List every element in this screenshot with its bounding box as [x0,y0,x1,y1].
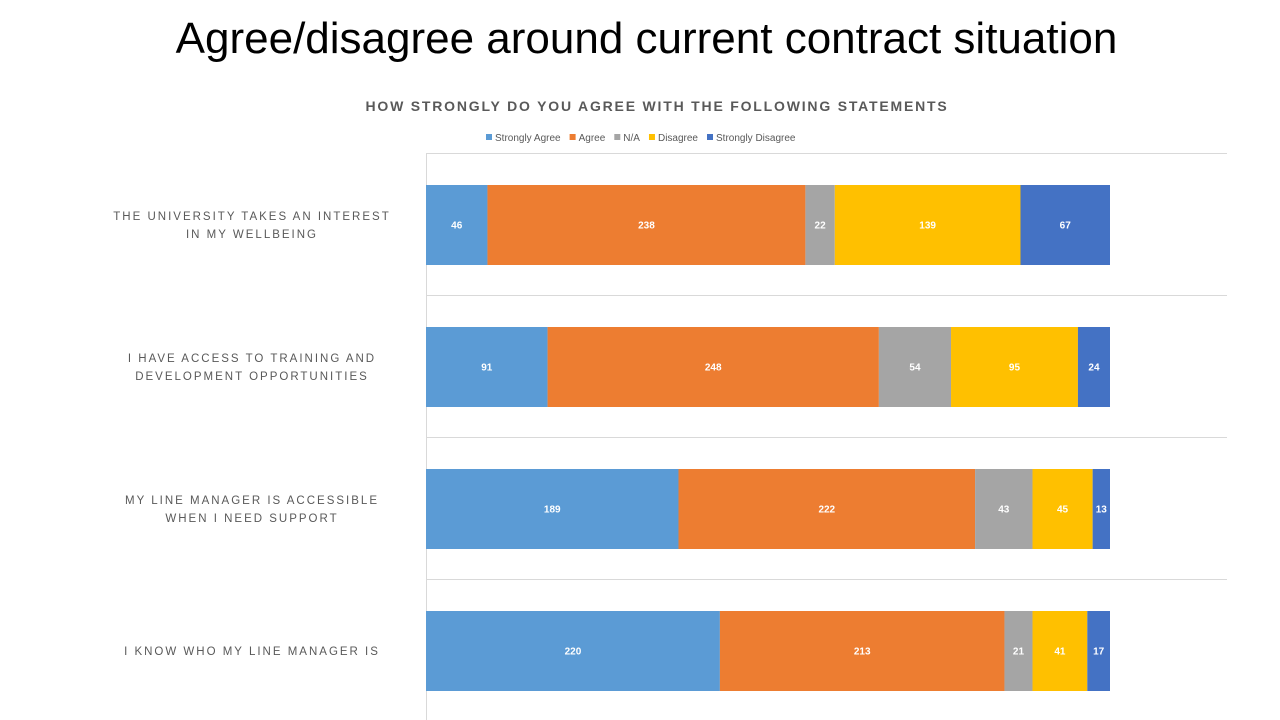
data-label: 43 [998,505,1010,516]
bar-agree-3 [678,469,976,549]
legend-swatch-agree [569,134,576,140]
legend-label-disagree: Disagree [658,133,698,144]
data-label: 248 [705,363,722,374]
bar-n-a-2 [878,327,952,407]
bar-agree-2 [547,327,879,407]
bar-strongly-disagree-1 [1020,185,1110,265]
data-label: 220 [565,647,582,658]
category-label-3: MY LINE MANAGER IS ACCESSIBLE WHEN I NEED… [125,495,379,525]
legend-label-agree: Agree [579,133,606,144]
plot-area: 46 238 22 139 67 91 248 54 95 24 189 222 43 45 13 220 21… [426,153,1227,720]
category-label-1: THE UNIVERSITY TAKES AN INTEREST IN MY WE… [113,211,390,241]
bar-strongly-agree-2 [426,327,548,407]
bar-strongly-agree-1 [426,185,488,265]
category-label-4: I KNOW WHO MY LINE MANAGER IS [124,646,380,658]
data-label: 189 [544,505,561,516]
category-label-2: I HAVE ACCESS TO TRAINING AND DEVELOPMENT… [128,353,376,383]
legend-swatch-strongly-agree [486,134,492,140]
data-label: 13 [1096,505,1108,516]
slide-title: Agree/disagree around current contract s… [175,14,1118,63]
bar-strongly-agree-3 [426,469,679,549]
category-labels: THE UNIVERSITY TAKES AN INTEREST IN MY WE… [113,211,390,658]
data-label: 139 [919,221,936,232]
legend-label-n-a: N/A [623,133,640,144]
legend-swatch-disagree [648,134,655,140]
bar-strongly-disagree-2 [1077,327,1110,407]
legend-label-strongly-agree: Strongly Agree [495,133,561,144]
data-label: 45 [1057,505,1069,516]
data-label: 54 [909,363,921,374]
data-label: 21 [1013,647,1025,658]
data-label: 41 [1054,647,1066,658]
legend-swatch-strongly-disagree [707,134,713,140]
bar-n-a-3 [975,469,1033,549]
bar-n-a-4 [1004,611,1033,691]
legend-label-strongly-disagree: Strongly Disagree [716,133,796,144]
bar-disagree-1 [834,185,1021,265]
data-label: 22 [815,221,827,232]
data-label: 95 [1009,363,1021,374]
data-label: 67 [1060,221,1072,232]
bar-strongly-disagree-4 [1087,611,1110,691]
bar-agree-1 [487,185,806,265]
bar-strongly-disagree-3 [1092,469,1110,549]
bar-n-a-1 [805,185,835,265]
legend-swatch-n-a [614,134,621,140]
data-label: 222 [818,505,835,516]
bar-disagree-3 [1032,469,1093,549]
data-label: 91 [481,363,493,374]
chart-legend: Strongly Agree Agree N/A Disagree Strongly D… [486,133,796,144]
chart-title: HOW STRONGLY DO YOU AGREE WITH THE FOLLO… [365,98,948,114]
bar-disagree-4 [1032,611,1088,691]
data-label: 213 [854,647,871,658]
bar-disagree-2 [951,327,1078,407]
data-label: 238 [638,221,655,232]
data-label: 46 [451,221,463,232]
bar-agree-4 [719,611,1005,691]
data-label: 24 [1088,363,1100,374]
bar-strongly-agree-4 [426,611,720,691]
data-label: 17 [1093,647,1105,658]
